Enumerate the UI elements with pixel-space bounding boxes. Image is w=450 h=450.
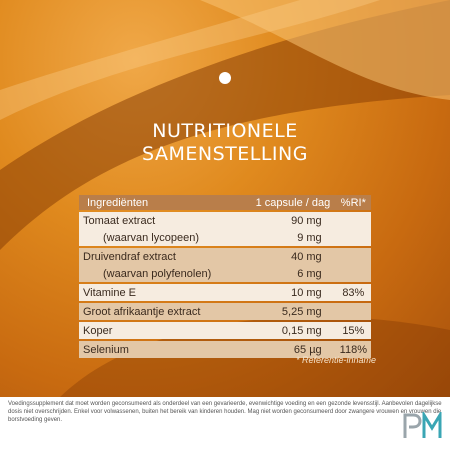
reference-note: * Referentie-inname [296,355,377,365]
dose-cell: 0,15 mg [250,322,336,339]
packaging-panel: NUTRITIONELE SAMENSTELLING Ingrediënten … [0,0,450,397]
footnote: Voedingssupplement dat moet worden gecon… [8,401,442,423]
ri-cell: 15% [335,322,371,339]
table-row: Druivendraf extract 40 mg [79,248,371,265]
table-row: Selenium 65 µg 118% [79,341,371,358]
ingredient-cell: Tomaat extract [79,212,251,229]
ri-cell [335,212,371,229]
ri-cell [335,229,371,246]
ri-cell [335,265,371,282]
ingredient-cell: Koper [79,322,251,339]
table-row: (waarvan lycopeen) 9 mg [79,229,371,246]
title-line-2: SAMENSTELLING [142,143,308,165]
ri-cell [335,248,371,265]
page-title: NUTRITIONELE SAMENSTELLING [0,120,450,166]
dose-cell: 90 mg [250,212,336,229]
ri-cell [335,303,371,320]
ingredient-cell: Selenium [79,341,251,358]
pm-logo-icon [403,412,442,438]
dose-cell: 40 mg [250,248,336,265]
header-dose: 1 capsule / dag [250,195,336,210]
dose-cell: 9 mg [250,229,336,246]
ri-cell: 118% [335,341,371,358]
ingredient-cell: (waarvan polyfenolen) [79,265,251,282]
swirl-light-band [200,0,450,100]
title-line-1: NUTRITIONELE [152,120,298,142]
header-ri: %RI* [335,195,371,210]
table-row: Koper 0,15 mg 15% [79,322,371,339]
table-row: (waarvan polyfenolen) 6 mg [79,265,371,282]
ri-cell: 83% [335,284,371,301]
dose-cell: 65 µg [250,341,336,358]
dose-cell: 6 mg [250,265,336,282]
dose-cell: 5,25 mg [250,303,336,320]
header-ingredient: Ingrediënten [79,195,251,210]
ingredient-cell: (waarvan lycopeen) [79,229,251,246]
table-row: Vitamine E 10 mg 83% [79,284,371,301]
hang-hole [219,72,231,84]
table-header-row: Ingrediënten 1 capsule / dag %RI* [79,195,371,210]
ingredient-cell: Vitamine E [79,284,251,301]
nutrition-table: Ingrediënten 1 capsule / dag %RI* Tomaat… [79,195,371,358]
dose-cell: 10 mg [250,284,336,301]
table-row: Tomaat extract 90 mg [79,212,371,229]
ingredient-cell: Groot afrikaantje extract [79,303,251,320]
table-row: Groot afrikaantje extract 5,25 mg [79,303,371,320]
ingredient-cell: Druivendraf extract [79,248,251,265]
